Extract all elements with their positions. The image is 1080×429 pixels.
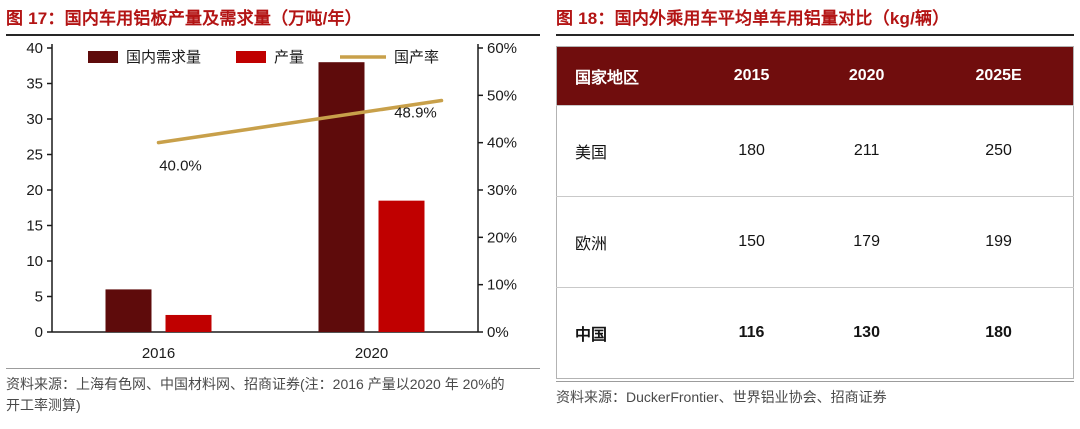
figure-17-panel: 图 17：国内车用铝板产量及需求量（万吨/年） 0 5 10 15 20 25 30 35 40… <box>6 4 540 416</box>
region-cell: 中国 <box>556 287 694 379</box>
figure-18-source-rule <box>556 381 1074 382</box>
header-cell: 2025E <box>924 46 1074 106</box>
header-cell: 2015 <box>694 46 810 106</box>
figure-17-title: 图 17：国内车用铝板产量及需求量（万吨/年） <box>6 9 362 28</box>
legend-label: 产量 <box>274 49 304 66</box>
left-axis-tick-label: 25 <box>26 147 43 164</box>
value-cell: 130 <box>809 287 925 379</box>
legend-swatch <box>236 51 266 63</box>
value-cell: 150 <box>694 196 810 288</box>
table-row: 中国 116 130 180 <box>556 287 1074 379</box>
table-header: 国家地区 2015 2020 2025E <box>556 46 1074 106</box>
table-row: 美国 180 211 250 <box>556 105 1074 197</box>
header-cell: 国家地区 <box>556 46 694 106</box>
line-point-label: 48.9% <box>394 105 437 122</box>
value-cell: 180 <box>694 105 810 197</box>
figure-17-title-rule <box>6 34 540 36</box>
value-cell: 116 <box>694 287 810 379</box>
value-cell: 250 <box>924 105 1074 197</box>
header-cell: 2020 <box>809 46 925 106</box>
right-axis-tick-label: 20% <box>487 229 517 246</box>
left-axis-tick-label: 10 <box>26 253 43 270</box>
left-axis-tick-label: 35 <box>26 76 43 93</box>
left-axis-tick-label: 0 <box>35 324 43 341</box>
rate-line <box>156 98 444 145</box>
figure-18-source: 资料来源：DuckerFrontier、世界铝业协会、招商证券 <box>556 389 887 405</box>
legend-label: 国产率 <box>394 49 439 66</box>
left-axis-tick-label: 5 <box>35 289 43 306</box>
left-axis-tick-label: 30 <box>26 111 43 128</box>
value-cell: 180 <box>924 287 1074 379</box>
right-axis-tick-label: 30% <box>487 182 517 199</box>
aluminum-per-vehicle-table: 国家地区 2015 2020 2025E 美国 180 211 250 欧洲 150 179 199… <box>556 46 1074 379</box>
bar-series-1 <box>105 289 152 332</box>
bar-series-2 <box>165 314 212 332</box>
figure-18-title-rule <box>556 34 1074 36</box>
value-cell: 179 <box>809 196 925 288</box>
right-axis-tick-label: 40% <box>487 135 517 152</box>
table-header-row: 国家地区 2015 2020 2025E <box>556 46 1074 106</box>
left-axis-tick-label: 15 <box>26 218 43 235</box>
legend-swatch <box>88 51 118 63</box>
category-label: 2020 <box>355 345 388 362</box>
left-axis-tick-label: 20 <box>26 182 43 199</box>
value-cell: 211 <box>809 105 925 197</box>
figure-17-source: 资料来源：上海有色网、中国材料网、招商证券(注：2016 产量以2020 年 2… <box>6 376 505 413</box>
figure-18-title: 图 18：国内外乘用车平均单车用铝量对比（kg/辆） <box>556 9 950 28</box>
right-axis-tick-label: 0% <box>487 324 509 341</box>
region-cell: 欧洲 <box>556 196 694 288</box>
demand-output-combo-chart: 0 5 10 15 20 25 30 35 40 0% 10% 20% 30% 40% 50% 60% 2016… <box>26 40 517 362</box>
right-axis-tick-label: 10% <box>487 277 517 294</box>
category-label: 2016 <box>142 345 175 362</box>
right-axis-tick-label: 60% <box>487 40 517 57</box>
line-point-label: 40.0% <box>159 158 202 175</box>
left-axis-tick-label: 40 <box>26 40 43 57</box>
legend-label: 国内需求量 <box>126 49 201 66</box>
figure-18-panel: 图 18：国内外乘用车平均单车用铝量对比（kg/辆） 国家地区 2015 2020 2… <box>556 4 1074 408</box>
region-cell: 美国 <box>556 105 694 197</box>
bar-series-1 <box>318 62 365 332</box>
table-row: 欧洲 150 179 199 <box>556 196 1074 288</box>
right-axis-tick-label: 50% <box>487 87 517 104</box>
value-cell: 199 <box>924 196 1074 288</box>
table-body: 美国 180 211 250 欧洲 150 179 199 中国 116 130 180 <box>556 105 1074 379</box>
bar-series-2 <box>378 200 425 332</box>
figure-17-source-rule <box>6 368 540 369</box>
